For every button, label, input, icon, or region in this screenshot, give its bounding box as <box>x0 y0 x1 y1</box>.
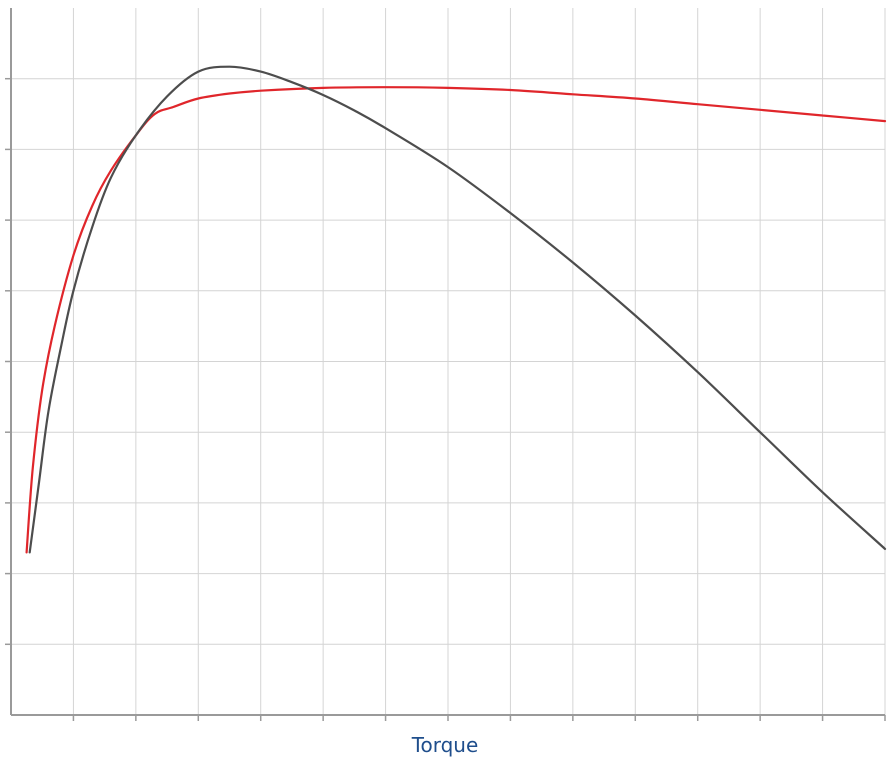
series-line-1 <box>27 87 885 552</box>
x-axis-label: Torque <box>0 733 890 757</box>
series-lines <box>27 67 885 553</box>
series-line-2 <box>30 67 885 553</box>
axes <box>5 8 885 721</box>
grid <box>11 8 885 715</box>
